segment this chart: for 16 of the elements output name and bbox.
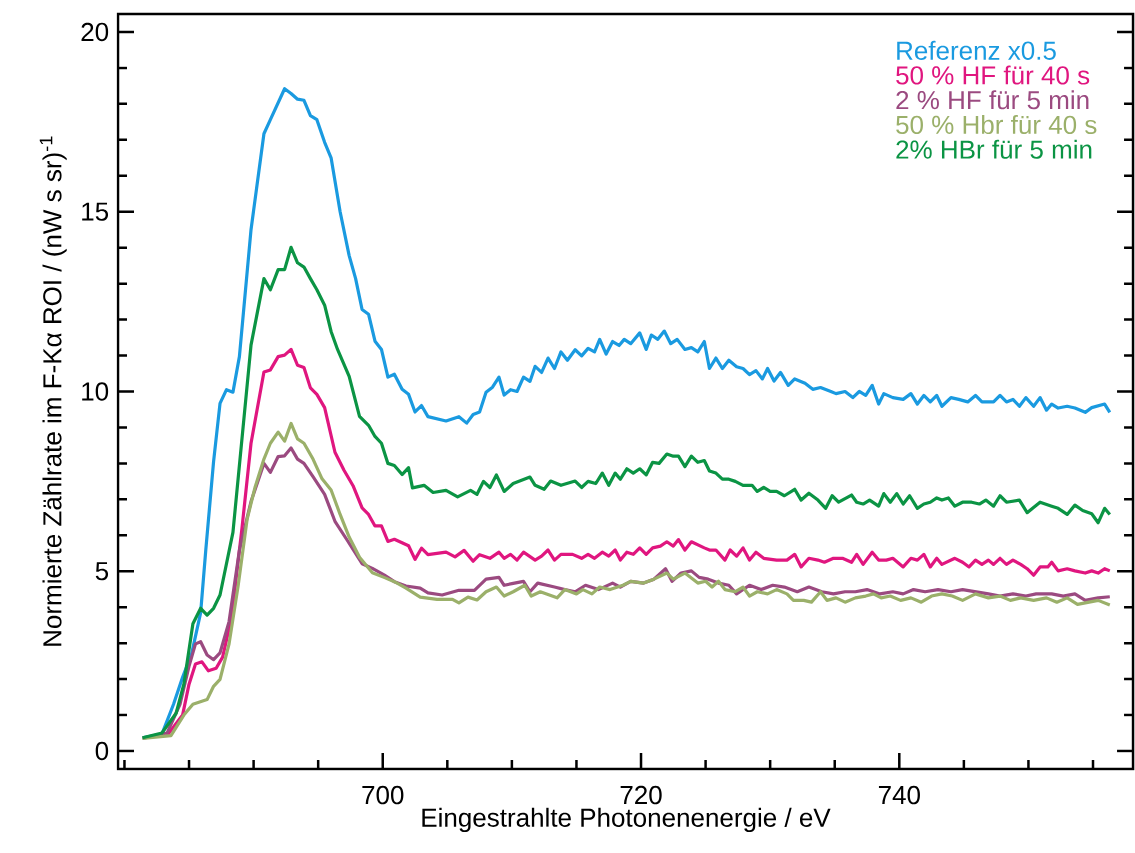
text: Referenz x0.5 — [897, 40, 1056, 60]
y-axis-title: Normierte Zählrate im F-Kα ROI / (nW s sr)$^{-1}$ — [39, 136, 67, 646]
x-tick-label: 740 — [878, 785, 920, 805]
y-tick-label: 10 — [82, 382, 109, 401]
x-axis-title: Eingestrahlte Photonenenergie / eV — [422, 807, 831, 833]
line-series — [140, 245, 1112, 740]
x-tick-label: 700 — [362, 785, 404, 805]
text: 50 % HF für 40 s — [896, 65, 1090, 85]
y-tick-label: 20 — [81, 22, 109, 42]
y-tick-label: 0 — [95, 741, 109, 761]
text: 2 % HF für 5 min — [896, 90, 1089, 110]
y-tick-label: 15 — [82, 202, 109, 221]
y-tick-label: 5 — [95, 562, 109, 581]
text: 50 % Hbr für 40 s — [896, 115, 1097, 135]
text: 2% HBr für 5 min — [896, 139, 1092, 159]
x-tick-label: 720 — [620, 785, 662, 805]
